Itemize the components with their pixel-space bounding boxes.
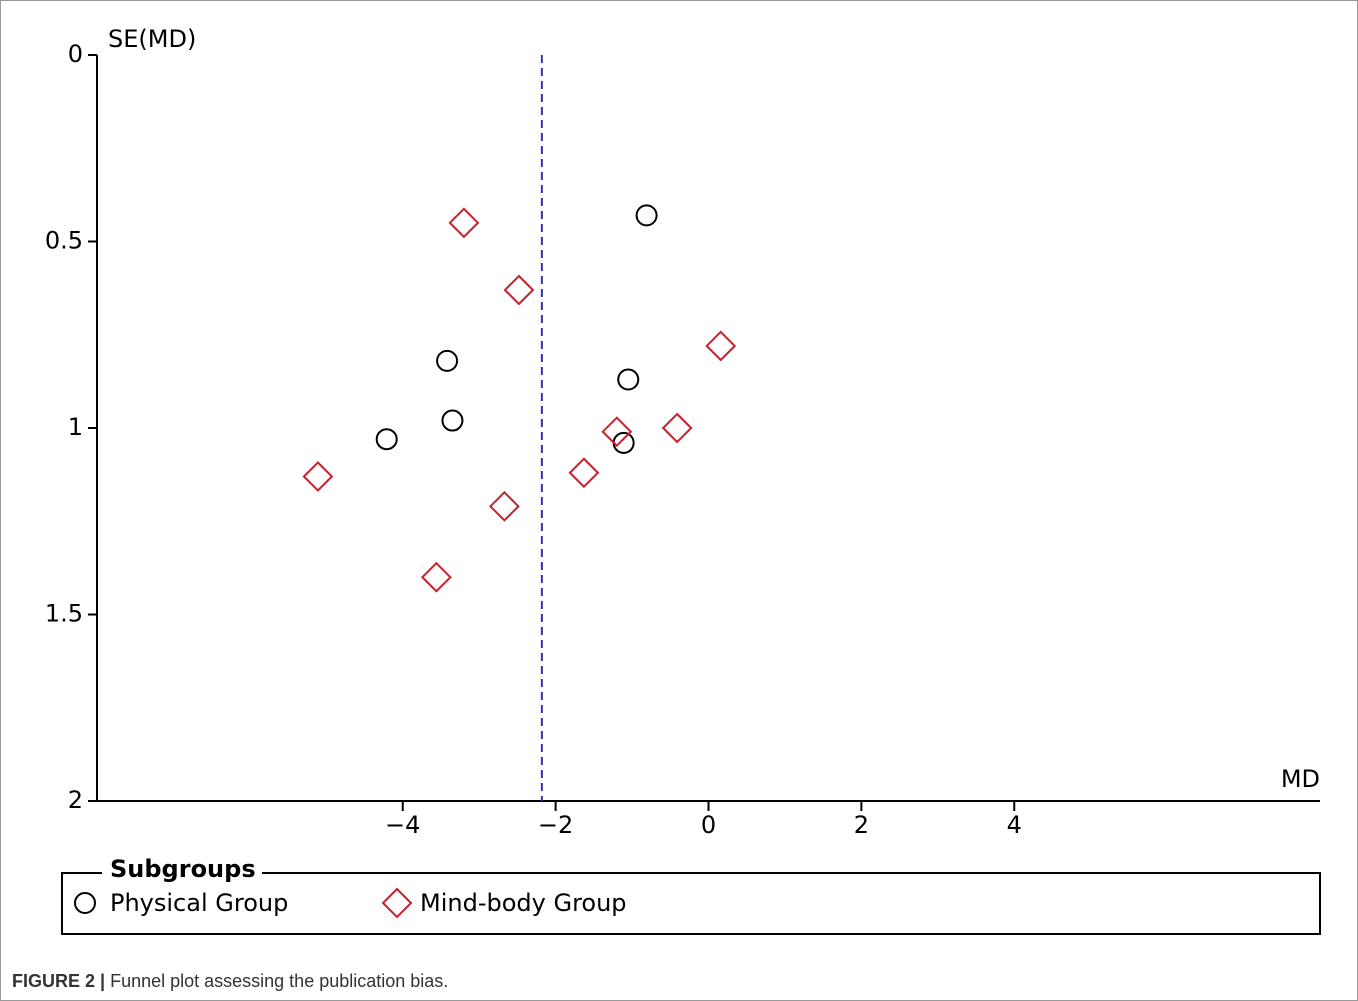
point: [568, 457, 600, 489]
point: [617, 368, 640, 391]
y-axis-label: SE(MD): [108, 25, 196, 53]
point: [375, 428, 398, 451]
caption-label: FIGURE 2 |: [12, 971, 105, 991]
point: [601, 416, 633, 448]
point: [661, 412, 693, 444]
legend-title: Subgroups: [110, 855, 256, 883]
x-tick-label: −4: [385, 811, 420, 839]
caption: FIGURE 2 | Funnel plot assessing the pub…: [12, 971, 448, 991]
legend-marker: [74, 892, 96, 914]
y-tick-label: 0: [68, 40, 83, 68]
point: [448, 207, 480, 239]
point: [635, 204, 658, 227]
x-tick-label: −2: [538, 811, 573, 839]
y-tick-label: 0.5: [45, 227, 83, 255]
x-axis-label: MD: [1281, 765, 1320, 793]
legend-marker: [381, 887, 413, 919]
legend-box: [61, 872, 1321, 935]
point: [488, 490, 520, 522]
y-tick-label: 1: [68, 413, 83, 441]
legend-title-bg: [102, 856, 262, 886]
legend-label: Physical Group: [110, 889, 288, 917]
point: [612, 431, 635, 454]
caption-text: Funnel plot assessing the publication bi…: [110, 971, 448, 991]
y-tick-label: 1.5: [45, 600, 83, 628]
x-tick-label: 0: [701, 811, 716, 839]
point: [436, 349, 459, 372]
point: [420, 561, 452, 593]
x-tick-label: 2: [854, 811, 869, 839]
point: [441, 409, 464, 432]
legend-label: Mind-body Group: [420, 889, 627, 917]
x-tick-label: 4: [1007, 811, 1022, 839]
y-tick-label: 2: [68, 786, 83, 814]
point: [503, 274, 535, 306]
point: [302, 461, 334, 492]
point: [705, 330, 737, 362]
